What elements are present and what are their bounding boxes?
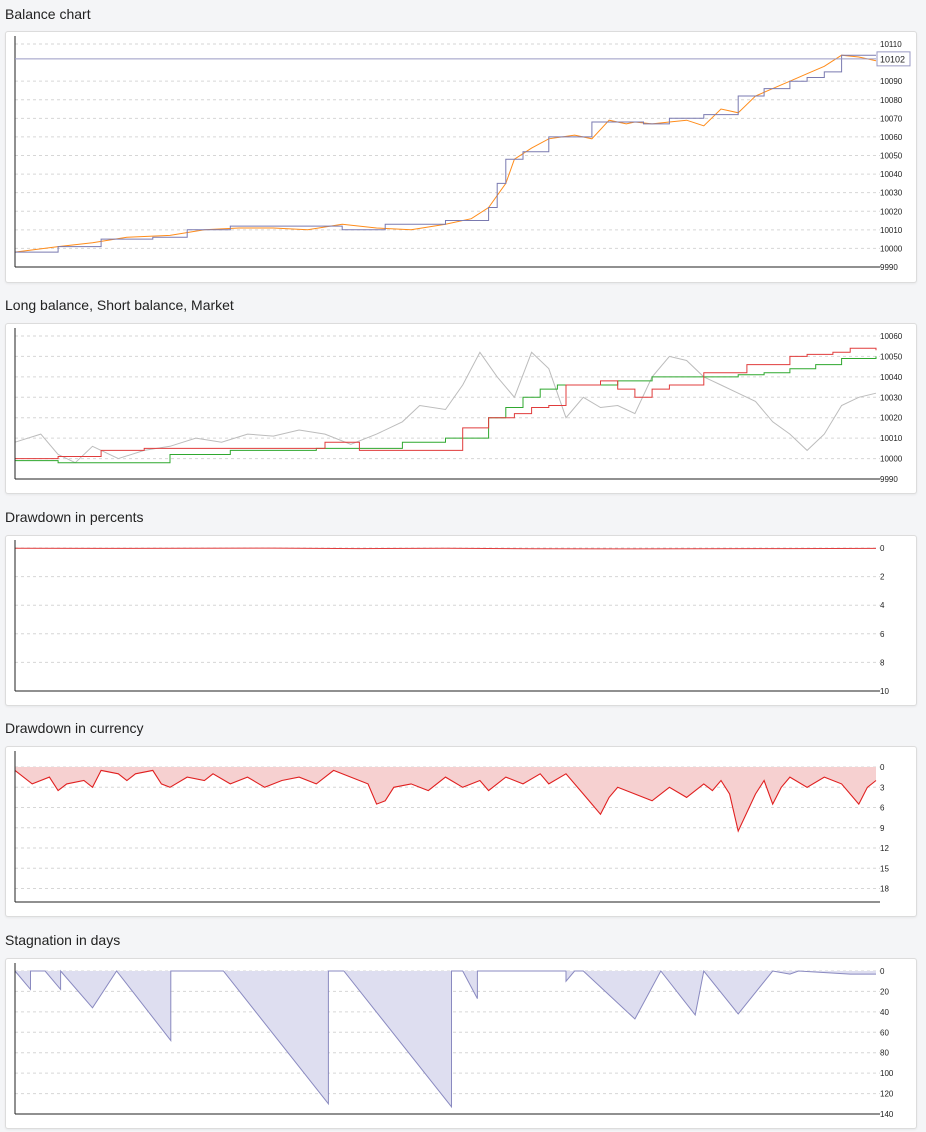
y-tick-label: 0: [880, 544, 885, 553]
series-drawdown-area: [15, 767, 876, 832]
y-tick-label: 10110: [880, 40, 902, 49]
series-stagnation-line: [14, 969, 876, 1109]
drawdown-percent-chart: 0 2 4 6 8 10: [14, 540, 889, 696]
y-tick-label: 3: [880, 783, 885, 792]
balance-chart-title: Balance chart: [5, 6, 91, 22]
y-tick-label: 10030: [880, 393, 903, 402]
y-tick-label: 140: [880, 1110, 894, 1119]
y-tick-label: 60: [880, 1028, 889, 1037]
y-tick-label: 9990: [880, 263, 898, 272]
y-tick-label: 9990: [880, 475, 898, 484]
y-tick-label: 2: [880, 573, 885, 582]
drawdown-currency-title: Drawdown in currency: [5, 720, 144, 736]
current-value-box: [876, 51, 911, 67]
series-short-line: [15, 347, 877, 460]
y-tick-label: 40: [880, 1008, 889, 1017]
y-tick-label: 12: [880, 844, 889, 853]
stagnation-chart: 0 20 40 60 80 100 120 140: [14, 963, 894, 1119]
y-tick-label: 10030: [880, 189, 903, 198]
drawdown-currency-chart: 0 3 6 9 12 15 18: [14, 751, 889, 903]
long-short-market-title: Long balance, Short balance, Market: [5, 297, 234, 313]
y-tick-label: 10050: [880, 352, 903, 361]
y-tick-label: 10070: [880, 114, 903, 123]
long-short-market-panel: 9990 10000 10010 10020 10030 10040 10050 10060: [5, 323, 917, 494]
y-tick-label: 6: [880, 630, 885, 639]
y-tick-label: 20: [880, 987, 889, 996]
y-tick-label: 120: [880, 1090, 894, 1099]
series-equity-line: [14, 54, 877, 253]
y-tick-label: 10020: [880, 207, 903, 216]
y-tick-label: 80: [880, 1049, 889, 1058]
y-tick-label: 100: [880, 1069, 894, 1078]
y-tick-label: 8: [880, 658, 885, 667]
series-balance-line: [15, 54, 876, 253]
series-drawdown-line: [14, 769, 877, 833]
y-tick-label: 18: [880, 885, 889, 894]
y-tick-label: 0: [880, 967, 885, 976]
balance-chart-panel: 9990 10000 10010 10020 10030 10040 10050 10060 1…: [5, 31, 917, 283]
y-tick-label: 9: [880, 824, 885, 833]
y-tick-label: 10040: [880, 170, 903, 179]
y-tick-label: 10010: [880, 226, 903, 235]
y-tick-label: 10010: [880, 434, 903, 443]
current-value-label: 10102: [880, 54, 905, 64]
stagnation-panel: 0 20 40 60 80 100 120 140: [5, 958, 917, 1129]
y-tick-label: 0: [880, 763, 885, 772]
y-tick-label: 10: [880, 687, 889, 696]
y-tick-label: 10060: [880, 133, 903, 142]
drawdown-percent-title: Drawdown in percents: [5, 509, 144, 525]
series-stagnation-area: [15, 971, 876, 1107]
y-tick-label: 6: [880, 804, 885, 813]
y-tick-label: 10060: [880, 332, 903, 341]
stagnation-title: Stagnation in days: [5, 932, 121, 948]
series-long-line: [15, 356, 877, 464]
y-tick-label: 10090: [880, 77, 903, 86]
y-tick-label: 15: [880, 864, 889, 873]
y-tick-label: 10050: [880, 152, 903, 161]
y-tick-label: 10020: [880, 414, 903, 423]
y-tick-label: 4: [880, 601, 885, 610]
drawdown-currency-panel: 0 3 6 9 12 15 18: [5, 746, 917, 917]
drawdown-percent-panel: 0 2 4 6 8 10: [5, 535, 917, 706]
balance-chart: 9990 10000 10010 10020 10030 10040 10050 10060 1…: [14, 36, 911, 272]
y-tick-label: 10080: [880, 96, 903, 105]
series-drawdown-line: [14, 547, 877, 550]
long-short-market-chart: 9990 10000 10010 10020 10030 10040 10050 10060: [14, 328, 903, 484]
y-tick-label: 10040: [880, 373, 903, 382]
series-market-line: [14, 351, 877, 464]
y-tick-label: 10000: [880, 244, 903, 253]
y-tick-label: 10000: [880, 455, 903, 464]
